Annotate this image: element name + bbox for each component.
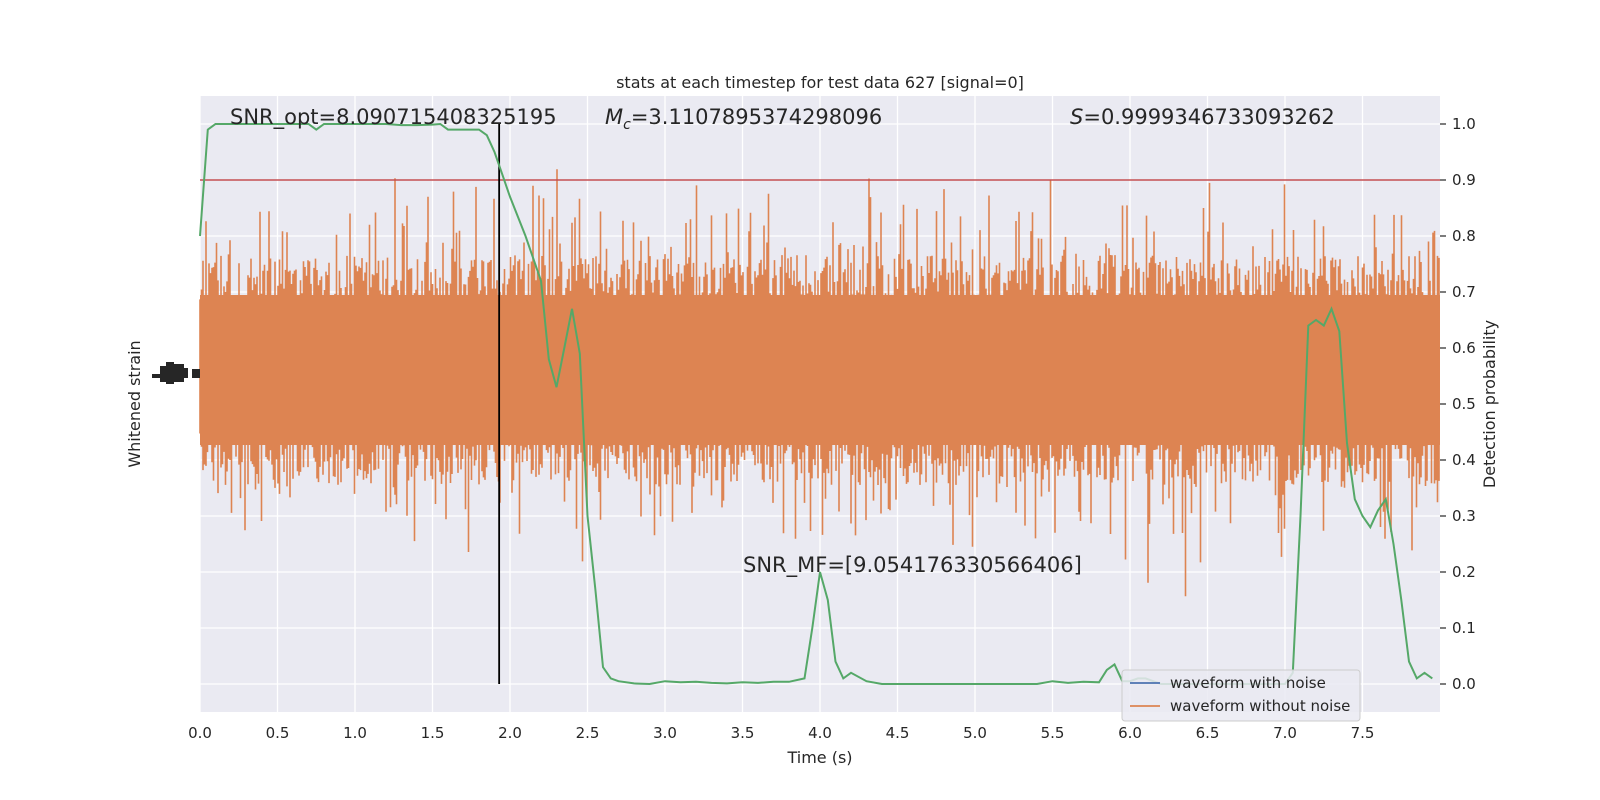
- x-tick-label: 2.0: [498, 724, 522, 742]
- y-tick-label: 0.0: [1452, 675, 1476, 693]
- x-tick-label: 7.5: [1351, 724, 1375, 742]
- x-tick-label: 6.0: [1118, 724, 1142, 742]
- y-tick-label: 0.4: [1452, 451, 1476, 469]
- chirp-mass-subscript: c: [623, 117, 631, 133]
- chirp-mass-annotation: Mc=3.1107895374298096: [605, 105, 882, 133]
- x-tick-label: 0.5: [266, 724, 290, 742]
- x-tick-label: 5.0: [963, 724, 987, 742]
- x-tick-label: 2.5: [576, 724, 600, 742]
- s-symbol: S: [1070, 105, 1083, 129]
- chirp-mass-symbol: M: [605, 105, 623, 129]
- x-tick-label: 1.5: [421, 724, 445, 742]
- legend-box: [1121, 669, 1361, 722]
- snr-opt-annotation: SNR_opt=8.090715408325195: [230, 105, 557, 130]
- y-tick-label: 0.9: [1452, 171, 1476, 189]
- x-tick-label: 5.5: [1041, 724, 1065, 742]
- y-tick-label: 0.2: [1452, 563, 1476, 581]
- y-tick-label: 1.0: [1452, 115, 1476, 133]
- x-tick-label: 1.0: [343, 724, 367, 742]
- chirp-mass-value: =3.1107895374298096: [631, 105, 882, 129]
- legend-label-without-noise: waveform without noise: [1170, 697, 1350, 715]
- y-tick-label: 0.3: [1452, 507, 1476, 525]
- strain-series: [199, 169, 1440, 597]
- y-tick-label: 0.7: [1452, 283, 1476, 301]
- legend-label-with-noise: waveform with noise: [1170, 674, 1326, 692]
- legend: waveform with noise waveform without noi…: [1121, 669, 1361, 722]
- s-value: =0.9999346733093262: [1083, 105, 1334, 129]
- x-tick-label: 3.0: [653, 724, 677, 742]
- y-tick-label: 0.6: [1452, 339, 1476, 357]
- y-tick-label: 0.1: [1452, 619, 1476, 637]
- left-axis-clutter: [152, 362, 200, 384]
- y-axis-label-left: Whitened strain: [125, 340, 144, 467]
- x-tick-label: 6.5: [1196, 724, 1220, 742]
- snr-mf-annotation: SNR_MF=[9.054176330566406]: [743, 553, 1082, 578]
- x-tick-label: 0.0: [188, 724, 212, 742]
- x-tick-label: 4.5: [886, 724, 910, 742]
- x-axis-ticks: 0.0 0.5 1.0 1.5 2.0 2.5 3.0 3.5 4.0 4.5 5.0 5.5 6.0 6…: [188, 724, 1374, 742]
- y-tick-label: 0.8: [1452, 227, 1476, 245]
- chart-title: stats at each timestep for test data 627…: [616, 73, 1024, 92]
- x-tick-label: 3.5: [731, 724, 755, 742]
- s-annotation: S=0.9999346733093262: [1070, 105, 1335, 129]
- y-axis-ticks-right: 0.0 0.1 0.2 0.3 0.4 0.5 0.6 0.7 0.8 0.9 1.0: [1440, 115, 1476, 693]
- x-tick-label: 7.0: [1273, 724, 1297, 742]
- probability-line: [199, 122, 1433, 686]
- strain-dense-band: [200, 295, 1440, 445]
- y-axis-label-right: Detection probability: [1480, 320, 1499, 488]
- x-tick-label: 4.0: [808, 724, 832, 742]
- x-axis-label: Time (s): [786, 748, 852, 767]
- y-tick-label: 0.5: [1452, 395, 1476, 413]
